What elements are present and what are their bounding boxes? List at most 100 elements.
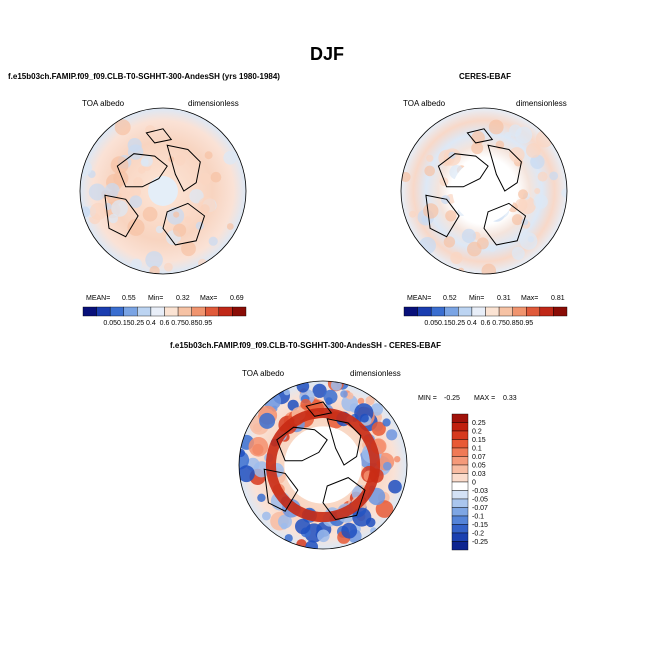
- map-2-coastline: [425, 194, 460, 238]
- colorbar-2-swatch: [485, 306, 500, 317]
- colorbar-3-swatch: [451, 498, 469, 508]
- colorbar-2-tick: 0.85: [506, 320, 520, 327]
- colorbar-3-swatch: [451, 481, 469, 491]
- colorbar-1: 0.05 0.15 0.25 0.4 0.6 0.75 0.85 0.95: [82, 306, 247, 327]
- colorbar-3-tick: 0.1: [472, 446, 482, 453]
- colorbar-3-swatch: [451, 439, 469, 449]
- map-3-pole: [284, 426, 362, 504]
- map-3-coastline: [276, 426, 328, 462]
- map-2-coastline: [466, 128, 494, 144]
- colorbar-3-tick: -0.05: [472, 497, 488, 504]
- panel-1-max-value: 0.69: [230, 295, 244, 302]
- colorbar-2-swatch: [444, 306, 459, 317]
- colorbar-1-swatch: [232, 306, 247, 317]
- panel-2-units-label: dimensionless: [516, 99, 567, 108]
- colorbar-3-tick: 0.2: [472, 429, 482, 436]
- panel-3-max-label: MAX =: [474, 395, 496, 402]
- colorbar-3-tick: 0.03: [472, 471, 486, 478]
- map-1-patches: [80, 119, 237, 274]
- map-2-coastline: [487, 144, 522, 192]
- colorbar-3-tick: -0.03: [472, 488, 488, 495]
- map-2-coastline: [483, 202, 527, 246]
- panel-3-units-label: dimensionless: [350, 369, 401, 378]
- map-1-border: [79, 107, 247, 275]
- panel-3-min-label: MIN =: [418, 395, 437, 402]
- colorbar-3-swatch: [451, 430, 469, 440]
- colorbar-1-swatch: [218, 306, 233, 317]
- map-3-patches: [239, 381, 402, 549]
- colorbar-1-swatch: [177, 306, 192, 317]
- map-panel-1: [79, 107, 247, 275]
- map-3-border: [238, 380, 408, 550]
- map-1-coastline: [162, 202, 206, 246]
- panel-2-mean-label: MEAN=: [407, 295, 432, 302]
- colorbar-3-tick: -0.07: [472, 505, 488, 512]
- colorbar-3-tick: 0.15: [472, 437, 486, 444]
- colorbar-1-swatch: [123, 306, 138, 317]
- panel-3-min-value: -0.25: [444, 395, 460, 402]
- map-1-coastline: [166, 144, 201, 192]
- colorbar-3-swatch: [451, 515, 469, 525]
- colorbar-2-tick: 0.15: [438, 320, 452, 327]
- map-panel-2: [400, 107, 568, 275]
- colorbar-2-swatch: [417, 306, 432, 317]
- colorbar-3-tick: 0: [472, 480, 476, 487]
- colorbar-1-swatch: [164, 306, 179, 317]
- panel-1-mean-value: 0.55: [122, 295, 136, 302]
- colorbar-2-swatch: [498, 306, 513, 317]
- map-3-ring: [265, 407, 381, 523]
- colorbar-1-swatch: [137, 306, 152, 317]
- colorbar-3-swatch: [451, 541, 469, 551]
- colorbar-2-swatch: [403, 306, 418, 317]
- colorbar-2-tick: 0.95: [519, 320, 533, 327]
- colorbar-2-swatch: [526, 306, 541, 317]
- colorbar-1-swatch: [150, 306, 165, 317]
- panel-1-variable-label: TOA albedo: [82, 99, 125, 108]
- colorbar-3-swatch: [451, 490, 469, 500]
- panel-2-min-label: Min=: [469, 295, 485, 302]
- colorbar-3-swatch: [451, 456, 469, 466]
- colorbar-2-swatch: [553, 306, 568, 317]
- panel-1-min-value: 0.32: [176, 295, 190, 302]
- colorbar-3-tick: 0.25: [472, 420, 486, 427]
- colorbar-1-tick: 0.05: [103, 320, 117, 327]
- panel-1-title: f.e15b03ch.FAMIP.f09_f09.CLB-T0-SGHHT-30…: [8, 72, 280, 81]
- colorbar-2-swatch: [512, 306, 527, 317]
- panel-1-mean-label: MEAN=: [86, 295, 111, 302]
- map-1-pole: [148, 176, 178, 206]
- colorbar-2-swatch: [471, 306, 486, 317]
- panel-3-variable-label: TOA albedo: [242, 369, 285, 378]
- colorbar-2-swatch: [458, 306, 473, 317]
- colorbar-1-tick: 0.4: [146, 320, 156, 327]
- map-3-coastline: [326, 418, 362, 466]
- colorbar-2-tick: 0.75: [492, 320, 506, 327]
- figure-title: DJF: [310, 44, 345, 64]
- colorbar-3-swatch: [451, 413, 469, 423]
- panel-3-title: f.e15b03ch.FAMIP.f09_f09.CLB-T0-SGHHT-30…: [170, 341, 442, 350]
- colorbar-2-tick: 0.4: [467, 320, 477, 327]
- colorbar-2: 0.05 0.15 0.25 0.4 0.6 0.75 0.85 0.95: [403, 306, 568, 327]
- map-1-coastline: [145, 128, 173, 144]
- panel-1-units-label: dimensionless: [188, 99, 239, 108]
- colorbar-1-tick: 0.15: [117, 320, 131, 327]
- colorbar-3: 0.250.20.150.10.070.050.030-0.03-0.05-0.…: [451, 413, 488, 551]
- panel-2-max-label: Max=: [521, 295, 539, 302]
- colorbar-1-swatch: [109, 306, 124, 317]
- map-2-border: [400, 107, 568, 275]
- map-3-coastline: [305, 401, 333, 417]
- panel-1-max-label: Max=: [200, 295, 218, 302]
- colorbar-1-tick: 0.75: [171, 320, 185, 327]
- panel-2-mean-value: 0.52: [443, 295, 457, 302]
- colorbar-2-tick: 0.05: [424, 320, 438, 327]
- colorbar-1-swatch: [205, 306, 220, 317]
- colorbar-3-tick: 0.07: [472, 454, 486, 461]
- panel-2-max-value: 0.81: [551, 295, 565, 302]
- map-1-coastline: [104, 194, 139, 238]
- map-1-coastline: [116, 153, 168, 188]
- colorbar-2-swatch: [430, 306, 445, 317]
- colorbar-3-swatch: [451, 524, 469, 534]
- colorbar-1-swatch: [96, 306, 111, 317]
- colorbar-3-tick: -0.1: [472, 514, 484, 521]
- map-panel-3: [238, 380, 408, 550]
